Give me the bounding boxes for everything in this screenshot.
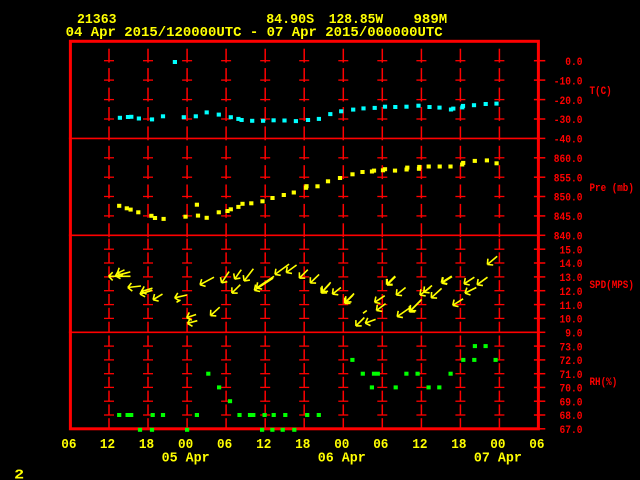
svg-text:15.0: 15.0: [560, 245, 583, 257]
svg-text:68.0: 68.0: [560, 411, 583, 423]
svg-text:18: 18: [295, 437, 310, 453]
svg-text:14.0: 14.0: [560, 259, 583, 271]
svg-text:67.0: 67.0: [560, 425, 583, 437]
svg-text:18: 18: [139, 437, 154, 453]
svg-text:0.0: 0.0: [565, 57, 582, 69]
svg-text:855.0: 855.0: [554, 173, 583, 185]
svg-text:06: 06: [529, 437, 544, 453]
svg-text:13.0: 13.0: [560, 273, 583, 285]
svg-text:12.0: 12.0: [560, 287, 583, 299]
svg-text:840.0: 840.0: [554, 232, 583, 244]
svg-text:06 Apr: 06 Apr: [318, 451, 366, 467]
svg-text:RH(%): RH(%): [590, 377, 618, 389]
svg-text:12: 12: [256, 437, 271, 453]
svg-text:70.0: 70.0: [560, 384, 583, 396]
svg-text:69.0: 69.0: [560, 397, 583, 409]
svg-text:-20.0: -20.0: [554, 96, 583, 108]
svg-text:11.0: 11.0: [560, 301, 583, 313]
svg-text:989M: 989M: [414, 12, 448, 28]
svg-text:18: 18: [451, 437, 466, 453]
svg-text:73.0: 73.0: [560, 342, 583, 354]
svg-text:845.0: 845.0: [554, 212, 583, 224]
svg-text:128.85W: 128.85W: [329, 12, 384, 28]
svg-text:00: 00: [490, 437, 505, 453]
svg-text:84.90S: 84.90S: [266, 12, 314, 28]
svg-text:00: 00: [334, 437, 349, 453]
svg-text:SPD(MPS): SPD(MPS): [590, 280, 634, 292]
svg-text:04 Apr 2015/120000UTC - 07 Apr: 04 Apr 2015/120000UTC - 07 Apr 2015/0000…: [66, 25, 444, 41]
svg-text:-10.0: -10.0: [554, 76, 583, 88]
svg-text:-40.0: -40.0: [554, 135, 583, 147]
svg-text:T(C): T(C): [590, 86, 612, 98]
svg-text:00: 00: [178, 437, 193, 453]
svg-text:06: 06: [373, 437, 388, 453]
svg-text:850.0: 850.0: [554, 193, 583, 205]
svg-text:72.0: 72.0: [560, 356, 583, 368]
svg-text:2: 2: [14, 468, 24, 480]
svg-text:07 Apr: 07 Apr: [474, 451, 522, 467]
svg-text:06: 06: [61, 437, 76, 453]
svg-text:05 Apr: 05 Apr: [162, 451, 210, 467]
svg-text:06: 06: [217, 437, 232, 453]
svg-text:-30.0: -30.0: [554, 115, 583, 127]
svg-text:9.0: 9.0: [565, 329, 582, 341]
svg-text:21363: 21363: [77, 12, 117, 28]
svg-text:71.0: 71.0: [560, 370, 583, 382]
svg-text:Pre (mb): Pre (mb): [590, 183, 634, 195]
svg-text:12: 12: [412, 437, 427, 453]
svg-text:860.0: 860.0: [554, 154, 583, 166]
svg-text:10.0: 10.0: [560, 315, 583, 327]
svg-text:12: 12: [100, 437, 115, 453]
